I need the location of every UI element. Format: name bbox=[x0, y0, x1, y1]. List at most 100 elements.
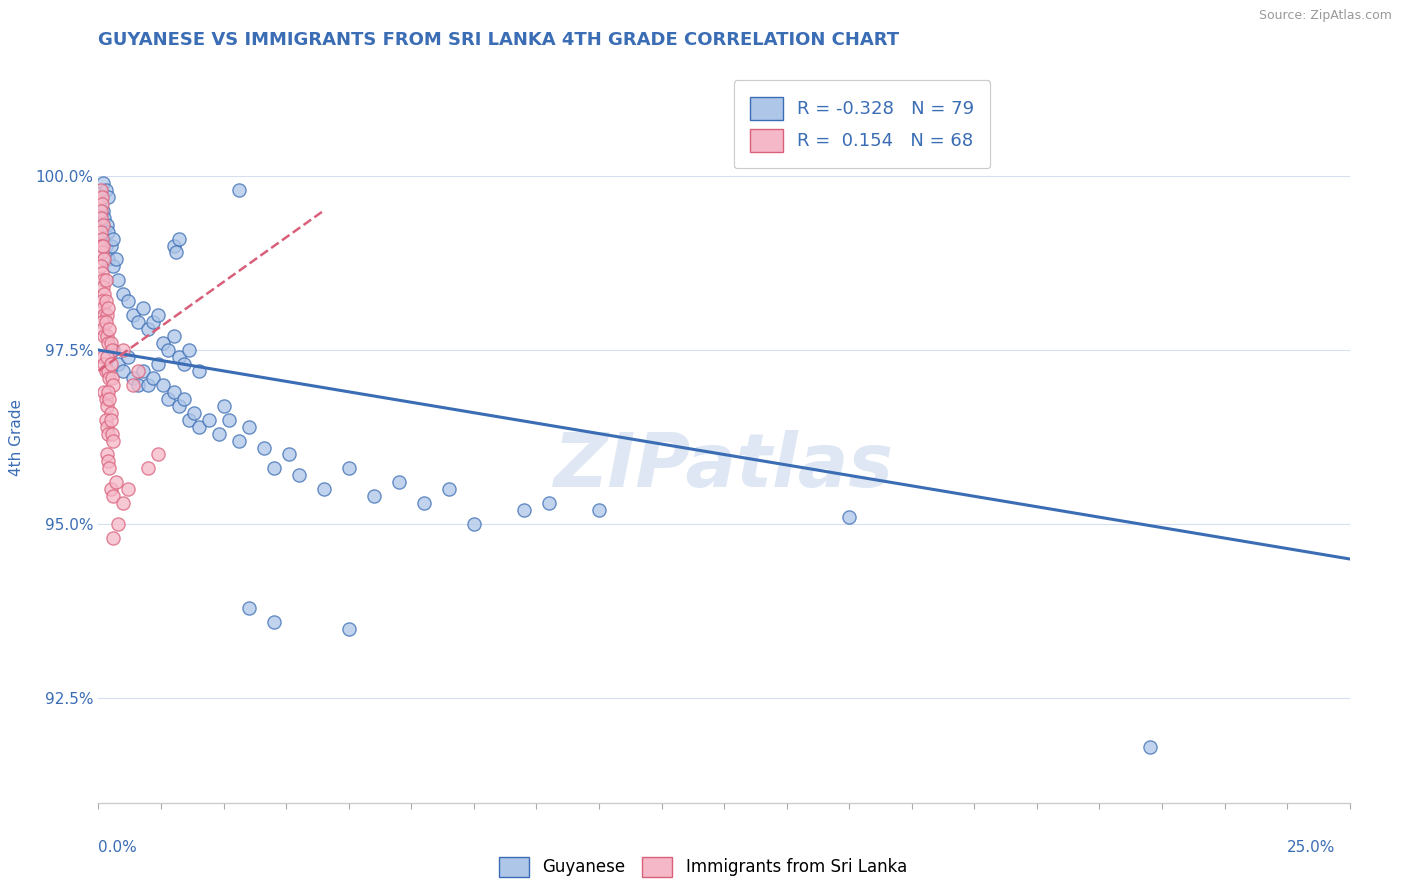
Point bbox=[537, 496, 560, 510]
Point bbox=[91, 218, 114, 232]
Point bbox=[337, 622, 360, 636]
Text: 0.0%: 0.0% bbox=[98, 840, 138, 855]
Text: ZIPatlas: ZIPatlas bbox=[554, 430, 894, 503]
Point bbox=[103, 377, 125, 392]
Point bbox=[148, 357, 170, 371]
Point bbox=[90, 225, 112, 239]
Point bbox=[183, 406, 205, 420]
Point bbox=[94, 392, 117, 406]
Point bbox=[103, 434, 125, 448]
Point bbox=[93, 176, 115, 190]
Point bbox=[112, 364, 135, 378]
Text: Source: ZipAtlas.com: Source: ZipAtlas.com bbox=[1258, 9, 1392, 22]
Point bbox=[238, 600, 260, 615]
Point bbox=[101, 371, 124, 385]
Point bbox=[513, 503, 536, 517]
Point bbox=[90, 190, 112, 204]
Point bbox=[90, 260, 112, 274]
Point bbox=[93, 280, 115, 294]
Point bbox=[98, 322, 121, 336]
Point bbox=[212, 399, 235, 413]
Point bbox=[157, 392, 180, 406]
Point bbox=[97, 364, 120, 378]
Point bbox=[96, 308, 118, 322]
Point bbox=[412, 496, 434, 510]
Point bbox=[90, 231, 112, 245]
Legend: R = -0.328   N = 79, R =  0.154   N = 68: R = -0.328 N = 79, R = 0.154 N = 68 bbox=[734, 80, 990, 169]
Point bbox=[117, 350, 139, 364]
Point bbox=[94, 183, 117, 197]
Point bbox=[93, 301, 115, 316]
Point bbox=[100, 357, 122, 371]
Legend: Guyanese, Immigrants from Sri Lanka: Guyanese, Immigrants from Sri Lanka bbox=[492, 850, 914, 884]
Point bbox=[138, 322, 160, 336]
Point bbox=[148, 308, 170, 322]
Point bbox=[94, 273, 117, 287]
Point bbox=[463, 517, 485, 532]
Point bbox=[173, 357, 195, 371]
Point bbox=[101, 426, 124, 441]
Point bbox=[100, 406, 122, 420]
Point bbox=[117, 294, 139, 309]
Point bbox=[94, 412, 117, 426]
Point bbox=[96, 448, 118, 462]
Point bbox=[91, 273, 114, 287]
Point bbox=[122, 377, 145, 392]
Point bbox=[93, 308, 115, 322]
Point bbox=[107, 517, 129, 532]
Point bbox=[142, 315, 165, 329]
Point bbox=[277, 448, 299, 462]
Point bbox=[93, 350, 115, 364]
Point bbox=[104, 252, 127, 267]
Point bbox=[97, 336, 120, 351]
Point bbox=[90, 238, 112, 252]
Point bbox=[107, 357, 129, 371]
Point bbox=[157, 343, 180, 357]
Point bbox=[263, 461, 285, 475]
Point bbox=[122, 308, 145, 322]
Point bbox=[363, 489, 385, 503]
Point bbox=[100, 483, 122, 497]
Point bbox=[93, 238, 115, 252]
Point bbox=[127, 377, 149, 392]
Point bbox=[98, 392, 121, 406]
Point bbox=[238, 419, 260, 434]
Point bbox=[287, 468, 309, 483]
Text: GUYANESE VS IMMIGRANTS FROM SRI LANKA 4TH GRADE CORRELATION CHART: GUYANESE VS IMMIGRANTS FROM SRI LANKA 4T… bbox=[98, 31, 900, 49]
Point bbox=[103, 531, 125, 545]
Point bbox=[98, 461, 121, 475]
Point bbox=[218, 412, 240, 426]
Point bbox=[152, 377, 174, 392]
Point bbox=[117, 483, 139, 497]
Point bbox=[122, 371, 145, 385]
Point bbox=[127, 315, 149, 329]
Point bbox=[94, 238, 117, 252]
Point bbox=[312, 483, 335, 497]
Point bbox=[97, 301, 120, 316]
Point bbox=[228, 434, 250, 448]
Point bbox=[252, 441, 274, 455]
Point bbox=[838, 510, 860, 524]
Point bbox=[91, 315, 114, 329]
Point bbox=[167, 350, 190, 364]
Point bbox=[103, 343, 125, 357]
Point bbox=[337, 461, 360, 475]
Point bbox=[187, 364, 209, 378]
Point bbox=[97, 225, 120, 239]
Point bbox=[177, 343, 200, 357]
Point bbox=[112, 343, 135, 357]
Point bbox=[100, 412, 122, 426]
Point bbox=[97, 454, 120, 468]
Point bbox=[187, 419, 209, 434]
Point bbox=[91, 294, 114, 309]
Point bbox=[93, 322, 115, 336]
Point bbox=[197, 412, 219, 426]
Point bbox=[138, 461, 160, 475]
Point bbox=[104, 475, 127, 490]
Point bbox=[162, 329, 184, 343]
Point bbox=[103, 489, 125, 503]
Point bbox=[132, 364, 155, 378]
Point bbox=[1139, 740, 1161, 755]
Point bbox=[96, 399, 118, 413]
Point bbox=[127, 364, 149, 378]
